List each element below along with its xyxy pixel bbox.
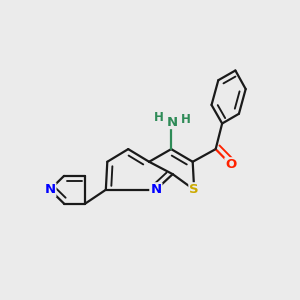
Text: H: H <box>154 111 164 124</box>
Text: S: S <box>189 183 199 196</box>
Text: H: H <box>180 112 190 126</box>
Text: N: N <box>150 183 161 196</box>
Text: O: O <box>225 158 237 171</box>
Text: N: N <box>44 183 56 196</box>
Text: N: N <box>167 116 178 128</box>
